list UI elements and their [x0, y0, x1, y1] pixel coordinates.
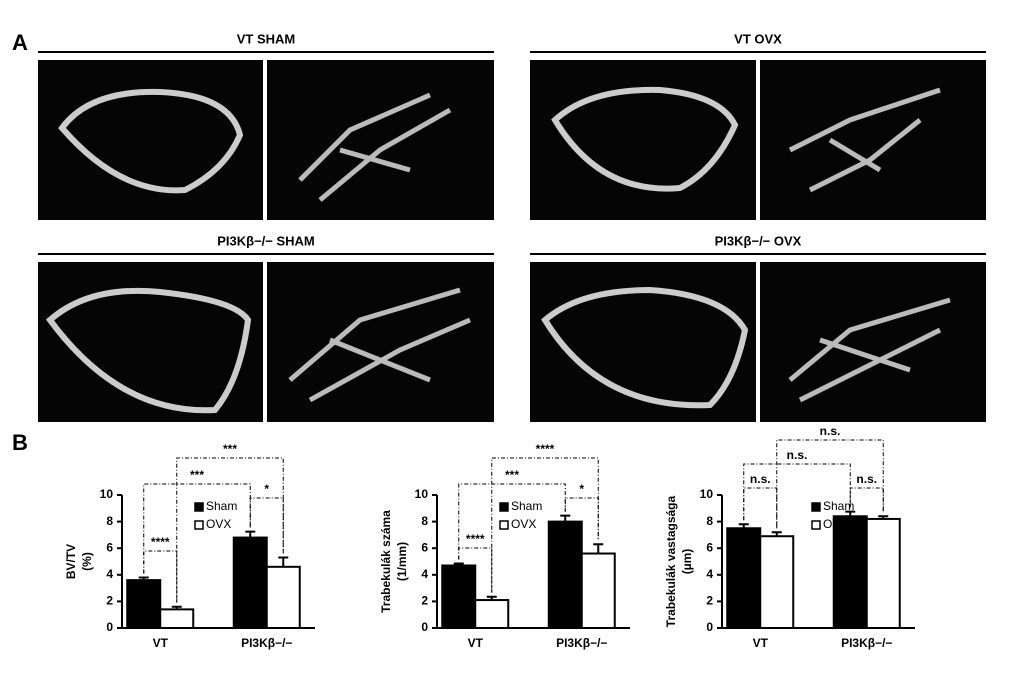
bar [726, 527, 762, 629]
error-bar [560, 514, 571, 522]
significance-label: **** [151, 535, 170, 549]
significance-label: *** [505, 468, 519, 482]
y-tick-label: 8 [106, 514, 113, 528]
y-axis-label: (%) [80, 552, 94, 571]
significance-label: n.s. [750, 472, 771, 486]
y-tick-label: 6 [106, 540, 113, 554]
error-bar [453, 562, 464, 566]
bar [441, 564, 477, 629]
y-tick-label: 4 [106, 567, 113, 581]
bar [832, 515, 868, 630]
group-title: PI3Kβ−/− SHAM [217, 233, 315, 248]
panel-label: A [12, 30, 28, 55]
y-axis-label: (µm) [680, 549, 694, 575]
x-tick-label: VT [468, 636, 484, 650]
significance-bracket [176, 457, 284, 603]
legend-swatch [811, 520, 821, 530]
significance-bracket [458, 547, 493, 593]
legend-swatch [194, 502, 204, 512]
error-bar [171, 605, 182, 610]
significance-bracket [776, 439, 884, 529]
legend-label: OVX [823, 517, 848, 531]
y-tick-label: 4 [421, 567, 428, 581]
bar [865, 517, 901, 629]
significance-label: *** [223, 442, 237, 456]
legend-label: Sham [511, 499, 542, 513]
significance-bracket [564, 497, 599, 541]
bar [547, 520, 583, 629]
y-tick-label: 10 [700, 487, 714, 501]
legend-label: OVX [206, 517, 231, 531]
error-bar [878, 515, 889, 519]
y-axis-label: BV/TV [64, 544, 78, 579]
error-bar [486, 595, 497, 601]
y-tick-label: 8 [706, 514, 713, 528]
error-bar [738, 523, 749, 529]
bar [759, 535, 795, 629]
significance-bracket [458, 483, 566, 560]
y-axis-label: Trabekulák száma [379, 510, 393, 613]
legend-swatch [499, 502, 509, 512]
error-bar [278, 556, 289, 567]
significance-label: n.s. [820, 424, 841, 438]
x-tick-label: PI3Kβ−/− [841, 636, 892, 650]
bone-shapes [45, 86, 749, 414]
error-bar [245, 530, 256, 538]
header-rules [38, 51, 986, 255]
panel-label: B [12, 430, 28, 455]
x-tick-label: VT [153, 636, 169, 650]
x-tick-label: VT [753, 636, 769, 650]
bar [126, 579, 162, 629]
error-bar [593, 543, 604, 554]
significance-label: n.s. [856, 472, 877, 486]
bar [580, 552, 616, 630]
legend-label: Sham [206, 499, 237, 513]
legend-swatch [194, 520, 204, 530]
legend-swatch [499, 520, 509, 530]
error-bar [845, 510, 856, 517]
legend-swatch [811, 502, 821, 512]
y-tick-label: 4 [706, 567, 713, 581]
significance-label: * [579, 482, 584, 496]
group-title: VT OVX [734, 31, 782, 46]
significance-label: **** [536, 442, 555, 456]
y-axis-label: (1/mm) [395, 542, 409, 581]
y-tick-label: 2 [106, 594, 113, 608]
y-tick-label: 0 [706, 620, 713, 634]
group-title: VT SHAM [237, 31, 296, 46]
group-title: PI3Kβ−/− OVX [715, 233, 802, 248]
y-tick-label: 8 [421, 514, 428, 528]
legend-label: Sham [823, 499, 854, 513]
y-axis-label: Trabekulák vastagsága [664, 495, 678, 627]
significance-label: n.s. [787, 448, 808, 462]
y-tick-label: 10 [100, 487, 114, 501]
significance-bracket [849, 487, 884, 513]
bar [159, 608, 195, 630]
y-tick-label: 0 [106, 620, 113, 634]
bar [265, 565, 301, 630]
trabecular-shapes [288, 87, 951, 403]
significance-bracket [743, 487, 778, 529]
significance-bracket [249, 497, 284, 554]
y-tick-label: 6 [421, 540, 428, 554]
bar [232, 536, 268, 629]
error-bar [138, 576, 149, 581]
significance-bracket [743, 463, 851, 521]
bar [474, 599, 510, 630]
micro-ct-images [38, 60, 986, 422]
significance-label: * [264, 482, 269, 496]
y-tick-label: 6 [706, 540, 713, 554]
error-bar [771, 531, 782, 537]
legend-label: OVX [511, 517, 536, 531]
y-tick-label: 0 [421, 620, 428, 634]
y-tick-label: 2 [706, 594, 713, 608]
y-tick-label: 10 [415, 487, 429, 501]
y-tick-label: 2 [421, 594, 428, 608]
significance-label: *** [190, 468, 204, 482]
x-tick-label: PI3Kβ−/− [241, 636, 292, 650]
x-tick-label: PI3Kβ−/− [556, 636, 607, 650]
significance-label: **** [466, 532, 485, 546]
